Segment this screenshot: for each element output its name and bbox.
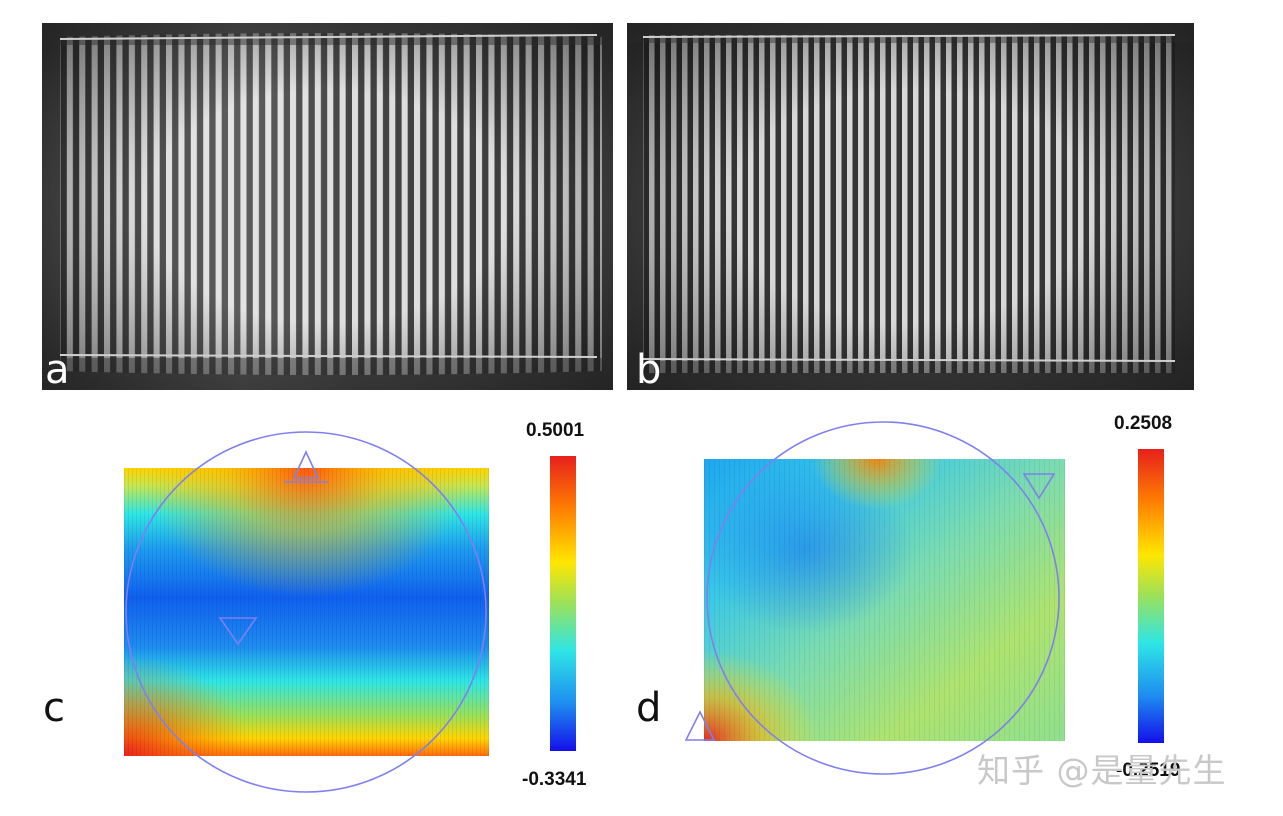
colorbar-max-c: 0.5001 xyxy=(526,420,585,441)
colorbar-c xyxy=(550,456,576,751)
panel-label-b: b xyxy=(636,347,662,390)
interferogram-a: a xyxy=(42,23,613,390)
panel-label-c: c xyxy=(43,685,65,731)
watermark-text: 知乎 @是量先生 xyxy=(977,751,1227,790)
colorbar-d xyxy=(1138,449,1164,743)
colorbar-min-c: -0.3341 xyxy=(522,769,587,790)
colorbar-min-d: -0.2519 xyxy=(1116,760,1181,781)
panel-label-d: d xyxy=(636,685,662,731)
wavefront-map-d xyxy=(704,459,1065,741)
fringe-pattern-b xyxy=(627,23,1194,390)
interferogram-b: b xyxy=(627,23,1194,390)
fringe-pattern-a xyxy=(42,23,613,390)
panel-label-a: a xyxy=(45,347,70,390)
colorbar-max-d: 0.2508 xyxy=(1114,413,1173,434)
wavefront-map-c xyxy=(124,468,489,756)
